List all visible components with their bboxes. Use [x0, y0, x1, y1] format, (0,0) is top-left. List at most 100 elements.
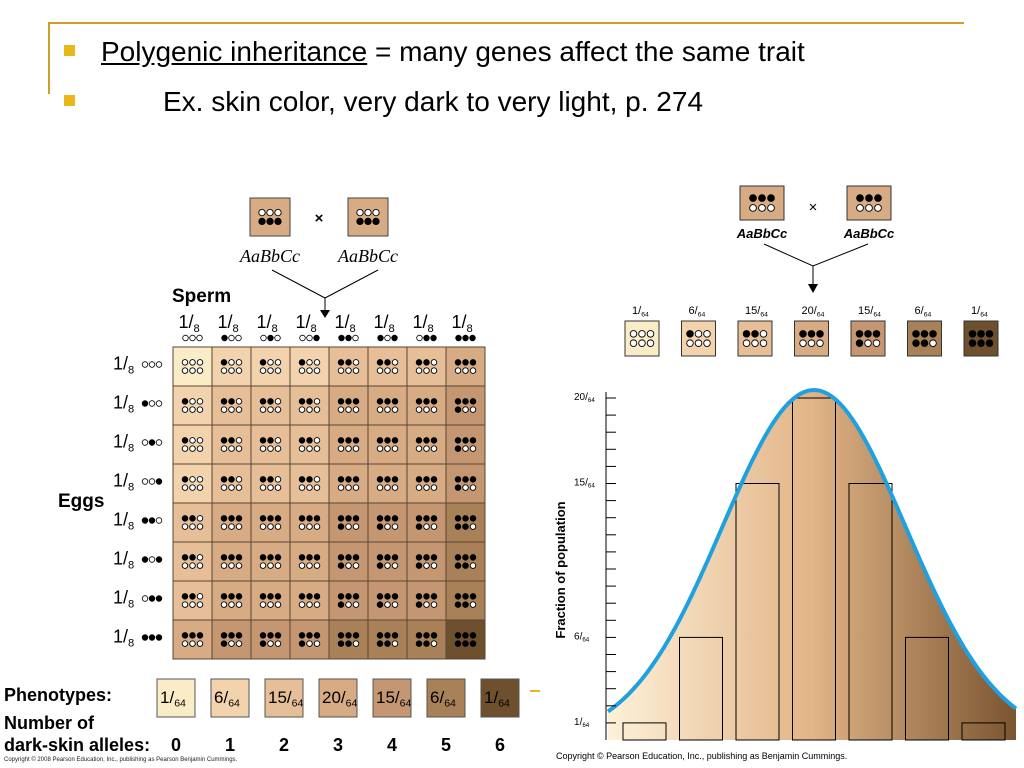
dark-allele-dot [454, 554, 462, 561]
light-allele-dot [462, 406, 469, 413]
light-allele-dot [638, 339, 646, 347]
dark-allele-dot [912, 339, 920, 347]
light-allele-dot [196, 445, 204, 452]
phenotype-fraction: 6/64 [915, 305, 932, 318]
dark-allele-dot [423, 515, 430, 522]
genotype-dots [259, 554, 282, 569]
phenotype-box [480, 678, 520, 718]
punnett-cell [406, 463, 447, 504]
dark-allele-dot [274, 632, 282, 639]
light-allele-dot [313, 359, 321, 366]
light-allele-dot [196, 484, 204, 491]
light-allele-dot [141, 361, 149, 368]
genotype-dots [376, 398, 399, 413]
light-allele-dot [274, 562, 282, 569]
light-allele-dot [337, 406, 345, 413]
punnett-cell [172, 619, 213, 660]
punnett-cell [211, 502, 252, 543]
genotype-dots [259, 593, 282, 608]
dark-allele-dot [865, 194, 873, 202]
parent-genotype-box [846, 185, 892, 221]
parent-genotype-dots [258, 208, 282, 226]
light-allele-dot [141, 595, 149, 602]
genotype-dots [454, 476, 477, 491]
light-allele-dot [352, 367, 360, 374]
light-allele-dot [376, 367, 384, 374]
egg-gamete-dots [141, 634, 163, 641]
light-allele-dot [155, 439, 163, 446]
dark-allele-dot [856, 194, 864, 202]
dark-allele-dot [415, 398, 423, 405]
dark-allele-dot [816, 330, 824, 338]
light-allele-dot [751, 339, 759, 347]
dark-allele-dot [391, 398, 399, 405]
light-allele-dot [259, 562, 267, 569]
parent-genotype-dots [856, 194, 882, 212]
phenotype-dots [968, 330, 994, 347]
light-allele-dot [141, 478, 149, 485]
dark-allele-dot [469, 632, 477, 639]
genotype-dots [337, 476, 360, 491]
light-allele-dot [306, 334, 313, 342]
dark-allele-dot [235, 515, 243, 522]
dark-allele-dot [462, 398, 469, 405]
punnett-cell [445, 502, 486, 543]
dark-allele-dot [454, 437, 462, 444]
dark-allele-dot [384, 593, 391, 600]
dark-allele-dot [462, 640, 469, 647]
punnett-cell [289, 541, 330, 582]
dark-allele-dot [298, 515, 306, 522]
punnett-cell [289, 346, 330, 387]
dark-allele-dot [742, 330, 751, 338]
dark-allele-dot [391, 334, 398, 342]
genotype-dots [181, 554, 204, 569]
phenotype-box [907, 320, 942, 357]
dark-allele-dot [454, 484, 462, 491]
dark-allele-dot [313, 334, 320, 342]
histogram-bar [679, 636, 723, 741]
light-allele-dot [352, 445, 360, 452]
dark-allele-dot [228, 593, 235, 600]
light-allele-dot [454, 367, 462, 374]
genotype-dots [181, 476, 204, 491]
light-allele-dot [189, 406, 196, 413]
phenotype-box [681, 320, 716, 357]
punnett-cell [367, 541, 408, 582]
light-allele-dot [337, 367, 345, 374]
phenotype-dots [629, 330, 655, 347]
light-allele-dot [430, 406, 438, 413]
light-allele-dot [274, 398, 282, 405]
dark-allele-dot [874, 194, 882, 202]
light-allele-dot [196, 523, 204, 530]
light-allele-dot [345, 406, 352, 413]
light-allele-dot [228, 640, 235, 647]
dark-allele-dot [384, 640, 391, 647]
light-allele-dot [313, 367, 321, 374]
light-allele-dot [196, 367, 204, 374]
bullet-item-1: Polygenic inheritance = many genes affec… [64, 36, 805, 68]
dark-allele-dot [430, 398, 438, 405]
light-allele-dot [141, 439, 149, 446]
light-allele-dot [220, 601, 228, 608]
punnett-cell [250, 346, 291, 387]
light-allele-dot [865, 204, 873, 212]
allele-count: 2 [279, 735, 289, 755]
light-allele-dot [189, 398, 196, 405]
light-allele-dot [759, 330, 768, 338]
cross-arrow-head [320, 310, 330, 318]
light-allele-dot [274, 359, 282, 366]
dark-allele-dot [298, 632, 306, 639]
dark-allele-dot [267, 334, 274, 342]
parent-genotype-box [347, 197, 389, 237]
light-allele-dot [313, 406, 321, 413]
genotype-dots [337, 632, 360, 647]
dark-allele-dot [189, 593, 196, 600]
allele-count: 5 [441, 735, 451, 755]
dark-allele-dot [384, 632, 391, 639]
dark-allele-dot [313, 593, 321, 600]
dark-allele-dot [384, 554, 391, 561]
dark-allele-dot [313, 632, 321, 639]
light-allele-dot [807, 339, 816, 347]
sperm-fraction-label: 1/8 [374, 312, 395, 335]
dark-allele-dot [352, 632, 360, 639]
